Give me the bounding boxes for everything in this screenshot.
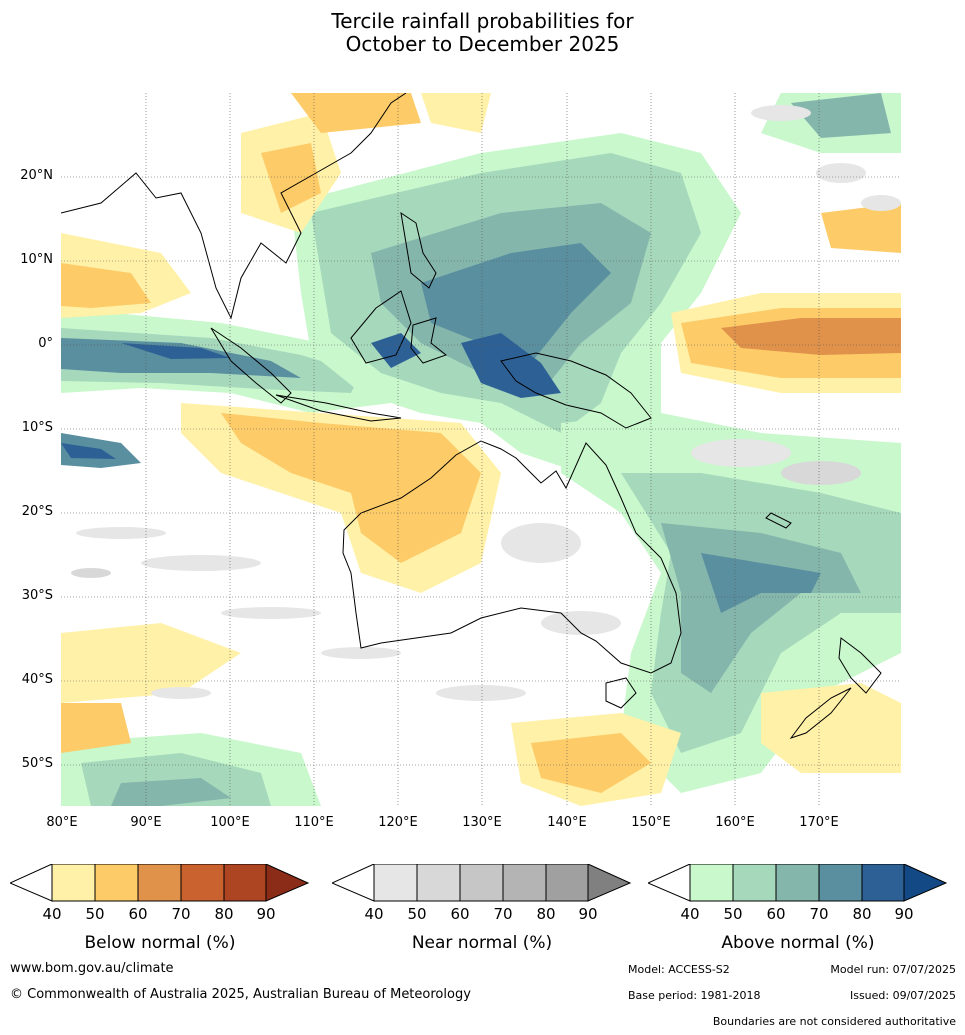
copyright-text: © Commonwealth of Australia 2025, Austra… xyxy=(10,987,471,1002)
lon-label-160e: 160°E xyxy=(715,815,755,830)
australia-coastline xyxy=(342,440,682,674)
base-period-info: Base period: 1981-2018 xyxy=(628,989,761,1002)
near-tick-40: 40 xyxy=(364,905,384,923)
lon-label-80e: 80°E xyxy=(46,815,78,830)
lat-label-10s: 10°S xyxy=(21,420,53,435)
below-tick-80: 80 xyxy=(214,905,234,923)
website-link[interactable]: www.bom.gov.au/climate xyxy=(10,961,174,976)
below-normal-regions xyxy=(61,93,901,806)
map-gridlines xyxy=(61,93,901,806)
title-line-1: Tercile rainfall probabilities for xyxy=(331,9,634,33)
below-normal-label: Below normal (%) xyxy=(84,933,236,953)
borneo-coastline xyxy=(350,290,412,364)
lon-label-140e: 140°E xyxy=(547,815,587,830)
model-info: Model: ACCESS-S2 xyxy=(628,963,730,976)
lon-label-90e: 90°E xyxy=(130,815,162,830)
below-tick-70: 70 xyxy=(171,905,191,923)
near-normal-regions xyxy=(71,105,901,701)
lat-label-20n: 20°N xyxy=(20,168,53,183)
title-line-2: October to December 2025 xyxy=(345,32,620,56)
lat-label-0: 0° xyxy=(38,336,53,351)
lon-label-170e: 170°E xyxy=(799,815,839,830)
rainfall-probability-map xyxy=(61,93,901,806)
above-tick-90: 90 xyxy=(894,905,914,923)
near-tick-90: 90 xyxy=(578,905,598,923)
above-normal-label: Above normal (%) xyxy=(721,933,875,953)
lat-label-10n: 10°N xyxy=(20,252,53,267)
sulawesi-coastline xyxy=(410,317,448,364)
lat-label-40s: 40°S xyxy=(21,672,53,687)
below-tick-90: 90 xyxy=(256,905,276,923)
lon-label-150e: 150°E xyxy=(631,815,671,830)
near-tick-70: 70 xyxy=(493,905,513,923)
boundaries-disclaimer: Boundaries are not considered authoritat… xyxy=(712,1015,956,1028)
above-tick-50: 50 xyxy=(723,905,743,923)
map-title: Tercile rainfall probabilities for Octob… xyxy=(0,10,965,56)
philippines-coastline xyxy=(400,211,437,289)
issued-date-info: Issued: 09/07/2025 xyxy=(849,989,956,1002)
near-normal-colorbar xyxy=(332,864,632,902)
below-normal-colorbar xyxy=(10,864,310,902)
tasmania-coastline xyxy=(605,677,637,709)
above-tick-40: 40 xyxy=(680,905,700,923)
lon-label-100e: 100°E xyxy=(210,815,250,830)
new-zealand-north-coastline xyxy=(838,637,882,694)
near-tick-60: 60 xyxy=(450,905,470,923)
lat-label-30s: 30°S xyxy=(21,588,53,603)
lon-label-110e: 110°E xyxy=(294,815,334,830)
lat-label-50s: 50°S xyxy=(21,756,53,771)
below-tick-40: 40 xyxy=(42,905,62,923)
near-tick-50: 50 xyxy=(407,905,427,923)
mainland-asia-coastline xyxy=(61,93,407,320)
below-tick-50: 50 xyxy=(85,905,105,923)
above-tick-60: 60 xyxy=(766,905,786,923)
above-normal-colorbar xyxy=(648,864,948,902)
java-coastline xyxy=(275,394,402,422)
near-tick-80: 80 xyxy=(536,905,556,923)
model-run-info: Model run: 07/07/2025 xyxy=(830,963,956,976)
coastlines xyxy=(61,93,882,739)
lon-label-130e: 130°E xyxy=(462,815,502,830)
below-tick-60: 60 xyxy=(128,905,148,923)
above-tick-70: 70 xyxy=(809,905,829,923)
sumatra-coastline xyxy=(210,327,292,404)
new-zealand-south-coastline xyxy=(789,687,852,739)
lat-label-20s: 20°S xyxy=(21,504,53,519)
above-tick-80: 80 xyxy=(852,905,872,923)
lon-label-120e: 120°E xyxy=(378,815,418,830)
near-normal-label: Near normal (%) xyxy=(411,933,553,953)
new-caledonia-coastline xyxy=(765,512,792,529)
new-guinea-coastline xyxy=(500,352,652,429)
